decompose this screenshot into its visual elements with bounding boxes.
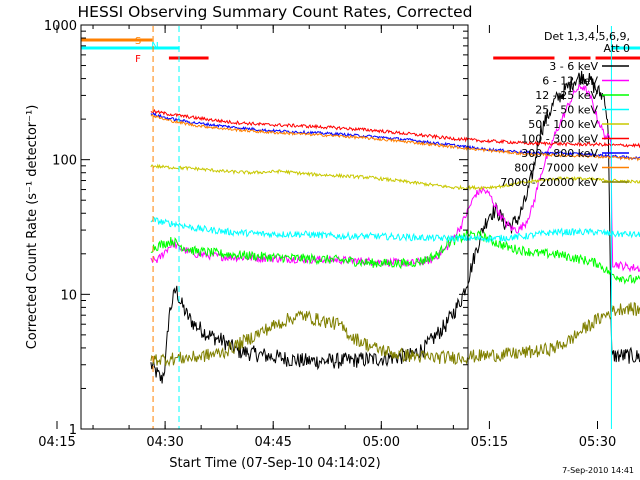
legend-label-4: 25 - 50 keV: [535, 104, 598, 117]
x-tick-label-1: 04:15: [38, 435, 75, 450]
flags-group: S NF: [81, 36, 640, 65]
x-axis-label: Start Time (07-Sep-10 04:14:02): [169, 456, 380, 471]
flag-label-s: S: [135, 36, 141, 47]
chart-title: HESSI Observing Summary Count Rates, Cor…: [78, 3, 473, 21]
y-tick-label-1: 1: [69, 423, 77, 438]
legend-label-2: 6 - 12 keV: [542, 75, 598, 88]
series-line-6: [150, 108, 640, 149]
series-group: [150, 70, 640, 384]
vlines-group: [152, 26, 612, 429]
y-tick-label-3: 100: [52, 154, 77, 169]
legend-label-9: 7000 - 20000 keV: [500, 176, 598, 189]
plot-frame: [80, 24, 469, 430]
legend-label-7: 300 - 800 keV: [521, 147, 598, 160]
series-line-7: [150, 112, 640, 161]
x-tick-label-6: 05:30: [579, 435, 616, 450]
y-tick-label-4: 1000: [44, 19, 77, 34]
legend-label-5: 50 - 100 keV: [528, 118, 598, 131]
series-line-4: [150, 216, 640, 244]
series-line-3: [150, 230, 640, 285]
x-tick-label-4: 05:00: [363, 435, 400, 450]
y-axis-label: Corrected Count Rate (s⁻¹ detector⁻¹): [25, 105, 40, 350]
y-tick-label-2: 10: [60, 288, 77, 303]
series-line-9: [150, 301, 640, 367]
x-tick-label-2: 04:30: [146, 435, 183, 450]
x-tick-label-5: 05:15: [471, 435, 508, 450]
legend-label-8: 800 - 7000 keV: [514, 162, 598, 175]
flag-label-f: F: [135, 54, 141, 65]
ticks-group: 04:1504:3004:4505:0005:1505:3005:4511010…: [38, 19, 616, 450]
legend-label-6: 100 - 300 keV: [521, 133, 598, 146]
timestamp: 7-Sep-2010 14:41: [562, 466, 634, 475]
x-tick-label-3: 04:45: [254, 435, 291, 450]
legend-label-1: 3 - 6 keV: [549, 60, 598, 73]
flag-label-n: N: [151, 41, 158, 52]
series-line-8: [150, 113, 640, 162]
series-line-5: [150, 163, 640, 191]
legend-header-1: Det 1,3,4,5,6,9,: [544, 30, 630, 43]
series-line-2: [150, 83, 640, 273]
legend-label-3: 12 - 25 keV: [535, 89, 598, 102]
legend-header-2: Att 0: [604, 42, 630, 55]
